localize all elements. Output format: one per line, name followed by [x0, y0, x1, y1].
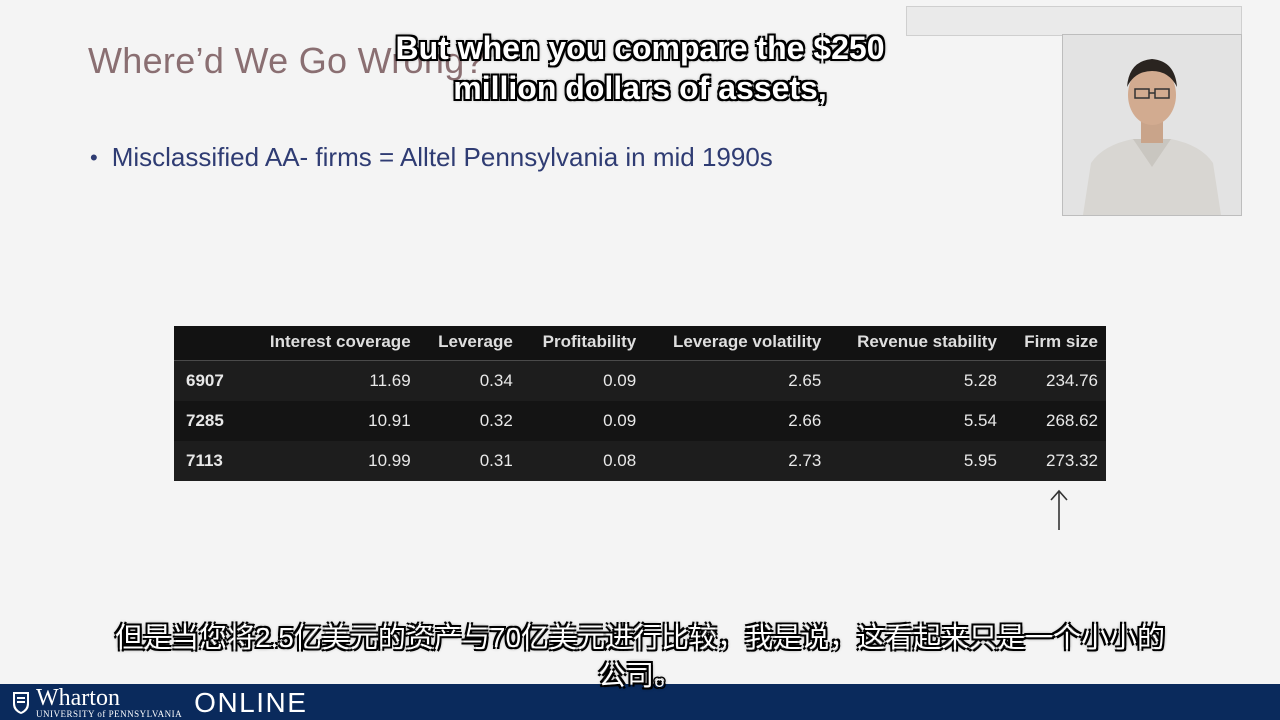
table-cell: 0.09 [520, 401, 645, 441]
column-header: Revenue stability [829, 326, 1005, 361]
subtitle-english-line-1: But when you compare the $250 [395, 30, 885, 66]
table-cell: 0.31 [418, 441, 521, 481]
webcam-header-bar [906, 6, 1242, 36]
row-index: 7285 [174, 401, 242, 441]
presenter-webcam [1062, 34, 1242, 216]
table-cell: 0.34 [418, 360, 521, 401]
row-index: 7113 [174, 441, 242, 481]
column-header: Leverage volatility [644, 326, 830, 361]
table-cell: 5.95 [829, 441, 1005, 481]
bullet-dot-icon: • [90, 144, 98, 170]
table-row: 7113 10.99 0.31 0.08 2.73 5.95 273.32 [174, 441, 1106, 481]
up-arrow-icon [1050, 489, 1068, 530]
table-cell: 273.32 [1004, 441, 1106, 481]
table-cell: 0.08 [520, 441, 645, 481]
subtitle-chinese-line-1: 但是当您将2.5亿美元的资产与70亿美元进行比较，我是说，这看起来只是一个小小的 [114, 622, 1166, 653]
table-cell: 234.76 [1004, 360, 1106, 401]
table-cell: 0.32 [418, 401, 521, 441]
column-header: Interest coverage [242, 326, 419, 361]
table-row: 6907 11.69 0.34 0.09 2.65 5.28 234.76 [174, 360, 1106, 401]
metrics-table: Interest coverage Leverage Profitability… [174, 326, 1106, 481]
table-cell: 268.62 [1004, 401, 1106, 441]
table-cell: 10.99 [242, 441, 419, 481]
subtitle-chinese-line-2: 公司。 [597, 660, 682, 691]
table-cell: 5.28 [829, 360, 1005, 401]
table-cell: 2.66 [644, 401, 830, 441]
table-cell: 11.69 [242, 360, 419, 401]
column-header: Leverage [418, 326, 521, 361]
footer-bar: Wharton UNIVERSITY of PENNSYLVANIA ONLIN… [0, 684, 1280, 720]
data-table-panel: Interest coverage Leverage Profitability… [174, 326, 1106, 481]
table-cell: 0.09 [520, 360, 645, 401]
bullet-item: • Misclassified AA- firms = Alltel Penns… [90, 142, 773, 173]
bullet-text: Misclassified AA- firms = Alltel Pennsyl… [111, 142, 773, 172]
presenter-silhouette-icon [1063, 35, 1241, 215]
table-cell: 2.73 [644, 441, 830, 481]
table-cell: 10.91 [242, 401, 419, 441]
subtitle-english-line-2: million dollars of assets, [453, 70, 827, 106]
column-header: Firm size [1004, 326, 1106, 361]
logo-online: ONLINE [194, 686, 308, 718]
table-header-row: Interest coverage Leverage Profitability… [174, 326, 1106, 361]
table-cell: 2.65 [644, 360, 830, 401]
logo-university: UNIVERSITY of PENNSYLVANIA [36, 709, 183, 719]
slide-title: Where’d We Go Wrong? [88, 40, 485, 81]
shield-icon [13, 691, 29, 714]
table-cell: 5.54 [829, 401, 1005, 441]
column-header [174, 326, 242, 361]
row-index: 6907 [174, 360, 242, 401]
wharton-online-logo: Wharton UNIVERSITY of PENNSYLVANIA ONLIN… [12, 686, 307, 719]
table-row: 7285 10.91 0.32 0.09 2.66 5.54 268.62 [174, 401, 1106, 441]
logo-wordmark: Wharton [36, 685, 120, 711]
column-header: Profitability [520, 326, 645, 361]
